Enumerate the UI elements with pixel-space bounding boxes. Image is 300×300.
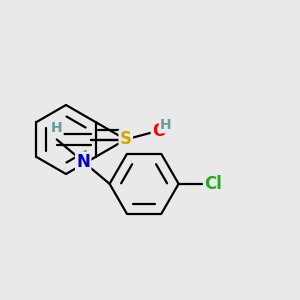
Text: H: H — [160, 118, 172, 132]
Text: H: H — [51, 121, 63, 135]
Text: S: S — [120, 130, 132, 148]
Text: N: N — [76, 153, 90, 171]
Text: O: O — [152, 122, 166, 140]
Text: Cl: Cl — [204, 175, 222, 193]
